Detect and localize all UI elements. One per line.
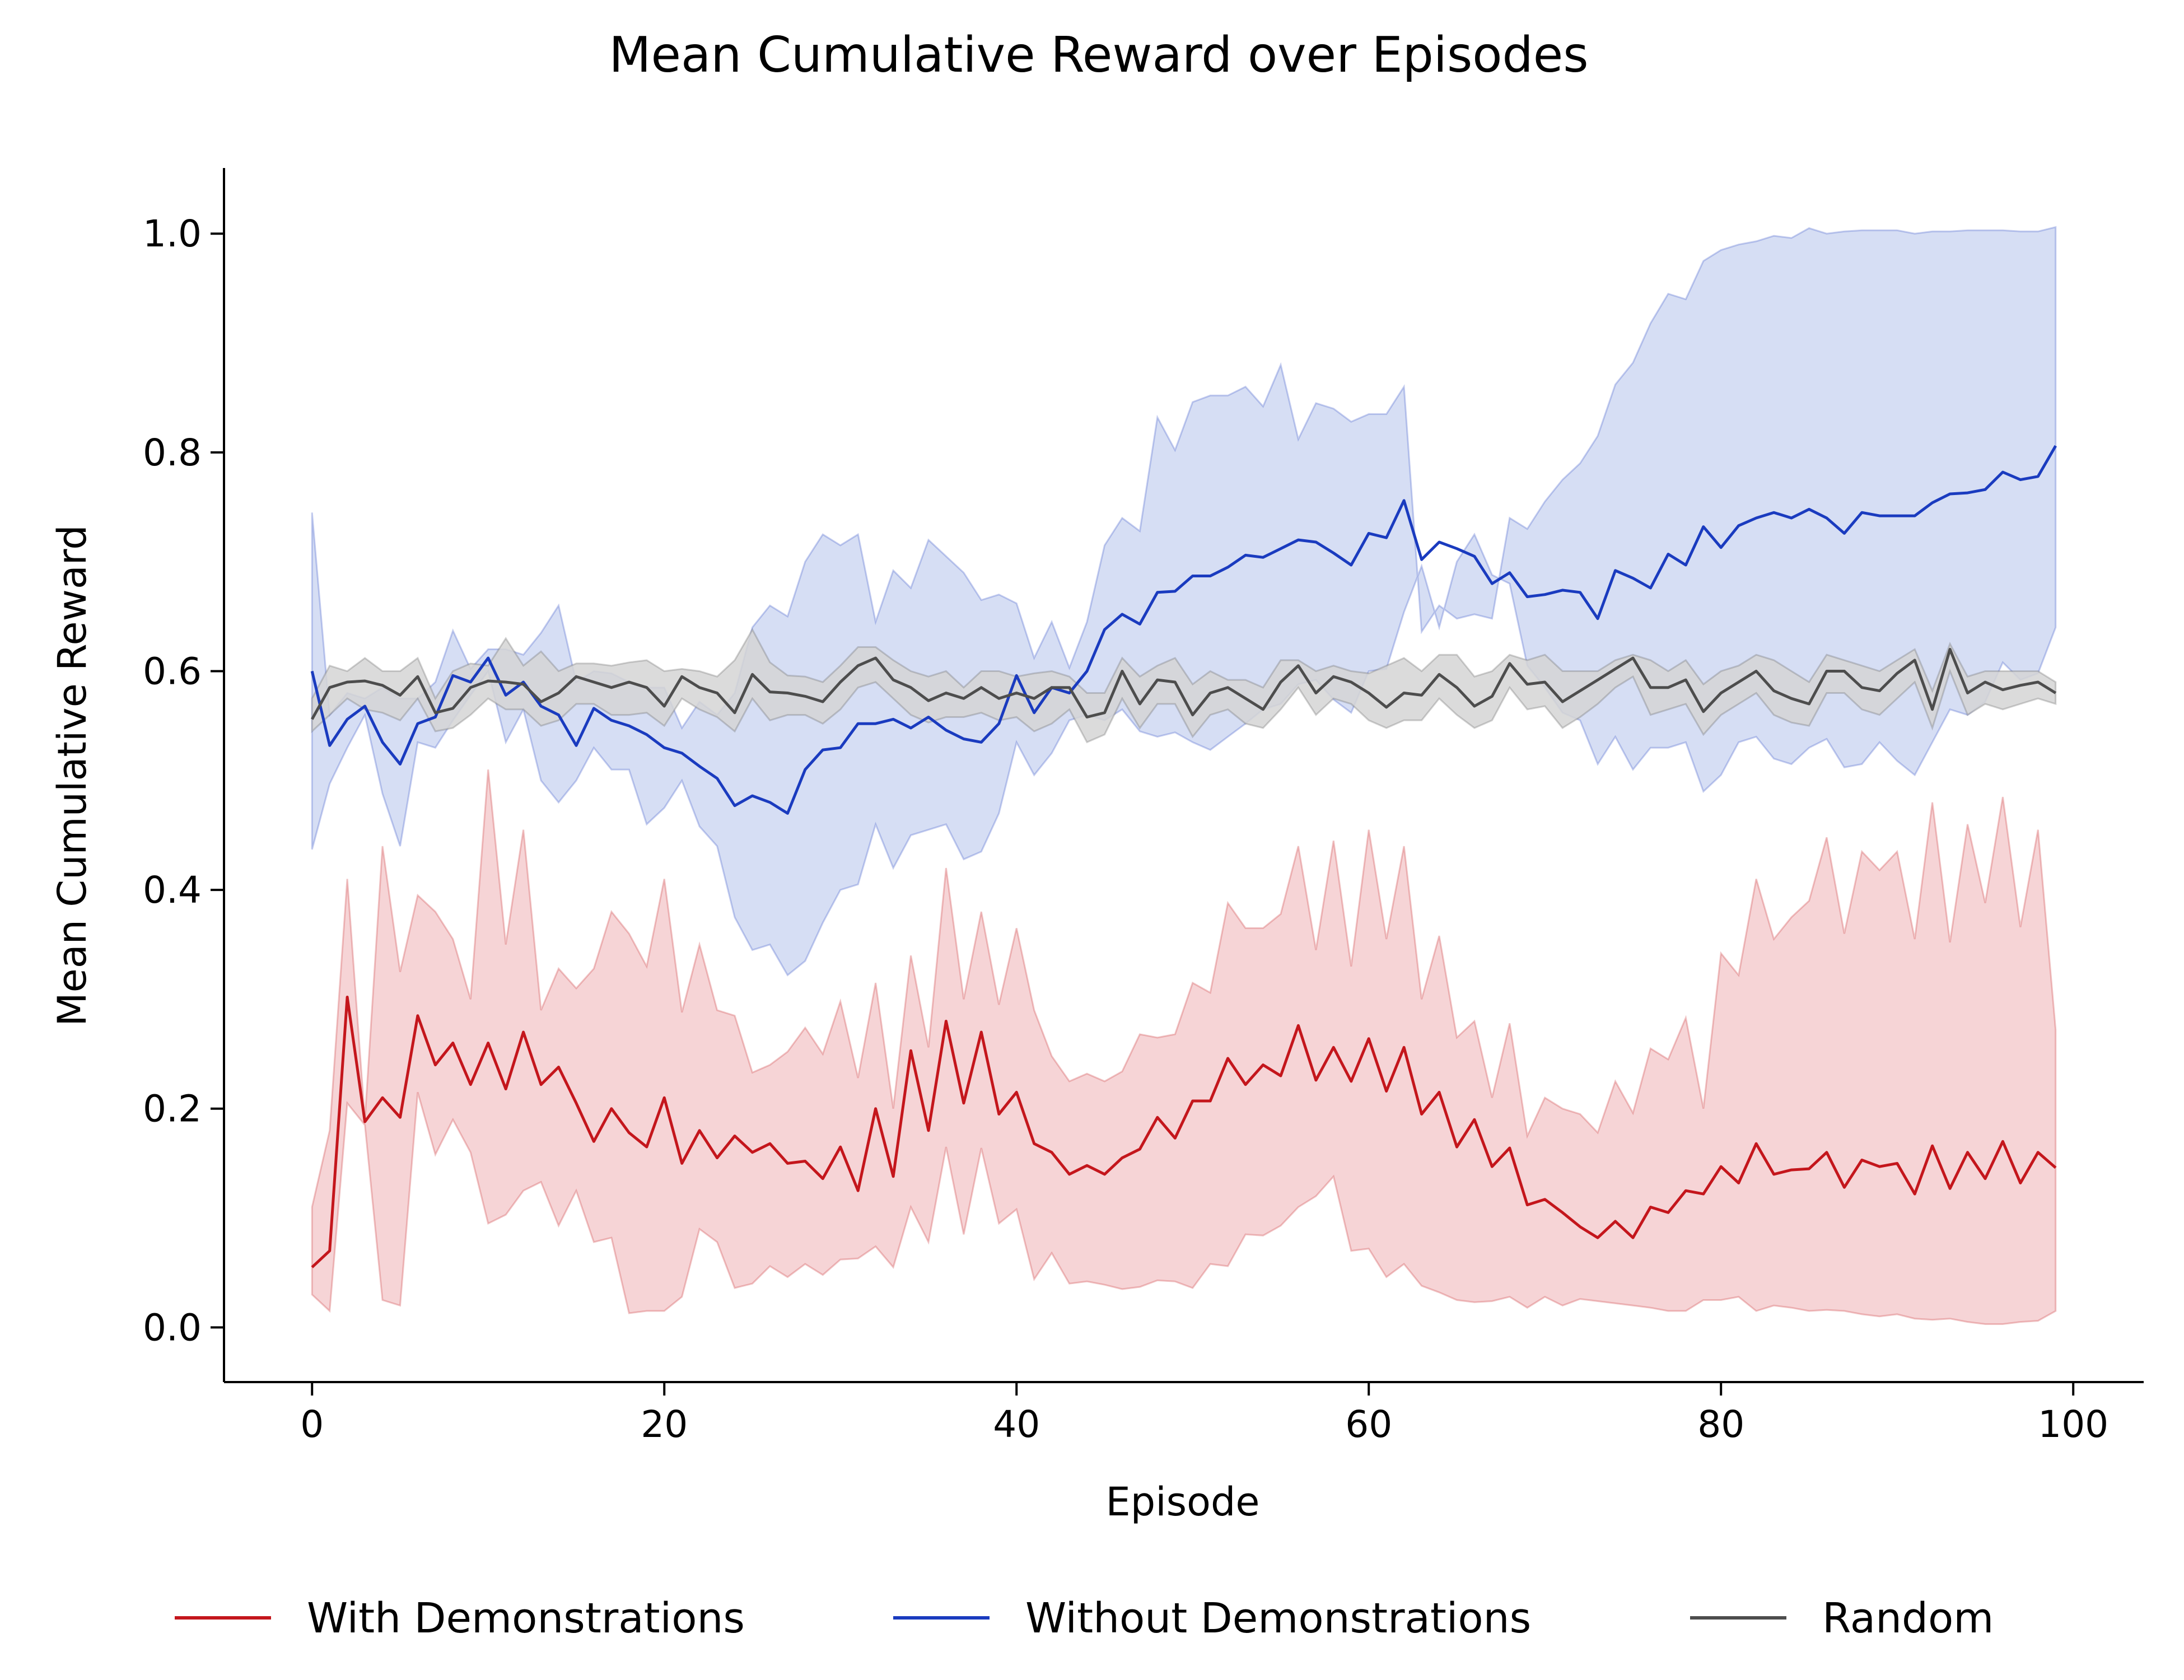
y-axis-ticks: 0.0 0.2 0.4 0.6 0.8 1.0 — [143, 212, 224, 1349]
with-demonstrations-band — [311, 769, 2057, 1325]
x-tick-label: 20 — [641, 1403, 688, 1446]
without-demonstrations-line — [310, 445, 2057, 815]
y-tick-label: 0.0 — [143, 1306, 202, 1349]
without-demonstrations-band — [311, 226, 2057, 977]
x-tick-label: 80 — [1697, 1403, 1744, 1446]
y-tick-label: 0.8 — [143, 431, 202, 474]
x-axis-label: Episode — [1106, 1479, 1260, 1525]
confidence-bands — [311, 226, 2057, 1325]
chart-title: Mean Cumulative Reward over Episodes — [609, 26, 1588, 83]
y-tick-label: 0.6 — [143, 650, 202, 693]
x-tick-label: 60 — [1345, 1403, 1392, 1446]
legend-item-with-demonstrations: With Demonstrations — [175, 1594, 745, 1642]
y-tick-label: 1.0 — [143, 212, 202, 255]
series-lines — [310, 445, 2057, 1268]
random-line — [311, 647, 2057, 720]
x-axis-ticks: 0 20 40 60 80 100 — [300, 1382, 2108, 1446]
legend-item-without-demonstrations: Without Demonstrations — [893, 1594, 1531, 1642]
y-tick-label: 0.2 — [143, 1088, 202, 1131]
legend-label: With Demonstrations — [307, 1594, 745, 1642]
plot-area — [310, 226, 2057, 1325]
x-tick-label: 0 — [300, 1403, 324, 1446]
y-tick-label: 0.4 — [143, 869, 202, 912]
legend: With Demonstrations Without Demonstration… — [175, 1594, 1994, 1642]
x-tick-label: 100 — [2038, 1403, 2108, 1446]
legend-label: Without Demonstrations — [1025, 1594, 1531, 1642]
legend-label: Random — [1822, 1594, 1994, 1642]
legend-item-random: Random — [1690, 1594, 1994, 1642]
x-tick-label: 40 — [993, 1403, 1040, 1446]
random-band — [311, 628, 2057, 744]
axes: 0 20 40 60 80 100 0.0 0.2 0.4 0.6 0.8 1.0 — [143, 168, 2144, 1446]
with-demonstrations-line — [311, 996, 2057, 1268]
y-axis-label: Mean Cumulative Reward — [49, 525, 95, 1026]
